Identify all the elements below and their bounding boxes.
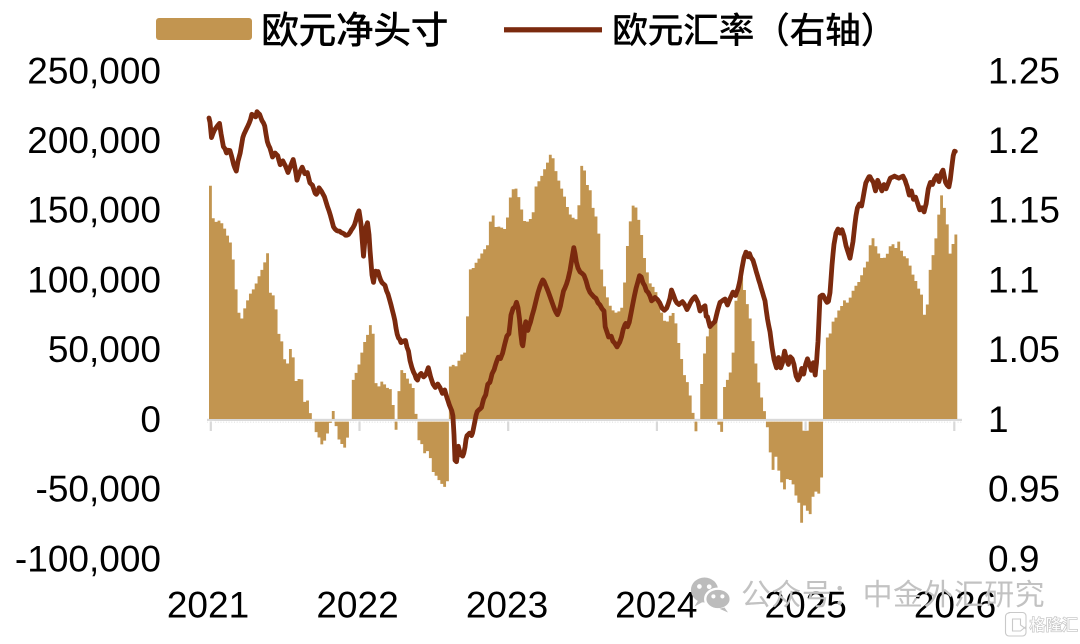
svg-text:50,000: 50,000 <box>48 329 161 370</box>
svg-text:150,000: 150,000 <box>27 190 161 231</box>
svg-text:0: 0 <box>140 399 161 440</box>
svg-text:-50,000: -50,000 <box>36 469 162 510</box>
svg-text:2021: 2021 <box>167 585 249 626</box>
svg-text:200,000: 200,000 <box>27 120 161 161</box>
svg-text:1.2: 1.2 <box>988 120 1039 161</box>
svg-text:2024: 2024 <box>615 585 697 626</box>
svg-text:0.9: 0.9 <box>988 538 1039 579</box>
svg-text:1.05: 1.05 <box>988 329 1060 370</box>
svg-text:1.15: 1.15 <box>988 190 1060 231</box>
svg-text:100,000: 100,000 <box>27 260 161 301</box>
svg-text:1.25: 1.25 <box>988 50 1060 91</box>
svg-text:2022: 2022 <box>316 585 398 626</box>
svg-text:0.95: 0.95 <box>988 469 1060 510</box>
svg-text:2025: 2025 <box>765 585 847 626</box>
svg-text:2023: 2023 <box>466 585 548 626</box>
svg-text:1.1: 1.1 <box>988 260 1039 301</box>
svg-text:-100,000: -100,000 <box>15 538 161 579</box>
svg-text:1: 1 <box>988 399 1009 440</box>
svg-text:250,000: 250,000 <box>27 50 161 91</box>
